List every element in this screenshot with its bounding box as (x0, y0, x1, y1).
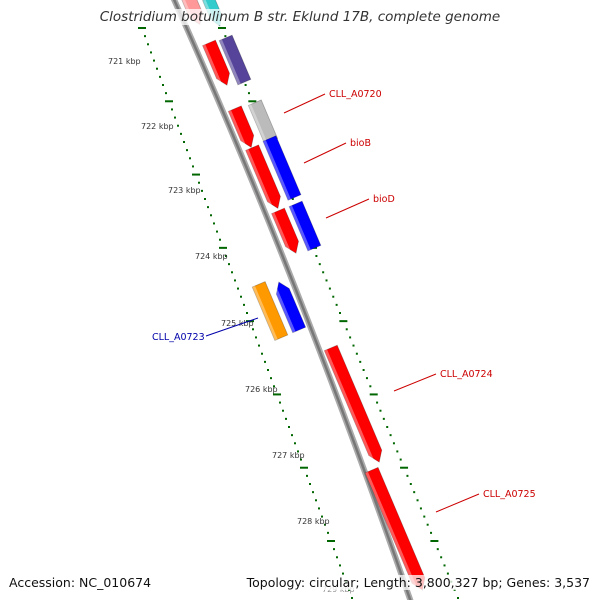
gene-purple-body (218, 34, 252, 86)
gene-label-cll-a0720: CLL_A0720 (329, 89, 382, 100)
gene-blue-biod (288, 200, 322, 252)
gene-blue-biob-shade (263, 140, 291, 201)
gene-blue-a0723-body (275, 281, 307, 334)
gene-red-biob (245, 144, 281, 212)
gene-red-biob-shade (245, 149, 275, 212)
gene-red-biod (271, 207, 299, 256)
gene-orange (251, 281, 289, 341)
gene-red-a0724-shade (324, 349, 376, 465)
accession-text: Accession: NC_010674 (9, 575, 152, 590)
gene-red-biob-body (245, 144, 281, 210)
tick-label-722: 722 kbp (141, 122, 174, 131)
gene-orange-shade (252, 285, 278, 341)
gene-red-biod-body (271, 207, 299, 254)
tick-label-723: 723 kbp (168, 186, 201, 195)
gene-grey-shade (248, 104, 268, 145)
leader-line-biod (325, 198, 370, 219)
tick-label-727: 727 kbp (272, 451, 305, 460)
gene-label-biob: bioB (350, 138, 371, 149)
gene-blue-a0723 (272, 281, 307, 334)
gene-red-a-shade (202, 44, 224, 88)
gene-red-a (202, 39, 230, 88)
gene-red-b (227, 105, 255, 151)
leader-line-cll-a0724 (393, 373, 437, 392)
gene-label-cll-a0725: CLL_A0725 (483, 489, 536, 500)
gene-red-biod-shade (271, 212, 293, 256)
gene-red-a-body (202, 39, 230, 86)
gene-blue-biod-shade (289, 205, 311, 251)
genome-backbone (170, 0, 414, 600)
gene-red-a0725-body (364, 466, 426, 591)
tick-label-721: 721 kbp (108, 57, 141, 66)
backbone-inner (172, 0, 412, 600)
gene-label-cll-a0723: CLL_A0723 (152, 332, 205, 343)
gene-red-b-body (227, 105, 255, 148)
gene-blue-biob-body (262, 135, 302, 201)
tick-label-724: 724 kbp (195, 252, 228, 261)
gene-labels: CLL_A0720 bioB bioD CLL_A0723 CLL_A0724 CLL_A… (152, 89, 536, 513)
map-title: Clostridium botulinum B str. Eklund 17B,… (0, 9, 600, 25)
gene-blue-biob (262, 135, 302, 201)
gene-blue-biod-body (288, 200, 322, 252)
leader-line-cll-a0725 (435, 493, 480, 513)
gene-grey-body (247, 99, 279, 145)
gene-purple-shade (219, 39, 241, 85)
gene-blue-a0723-shade (272, 283, 296, 333)
gene-grey (247, 99, 279, 145)
tick-label-726: 726 kbp (245, 385, 278, 394)
gene-red-a0724-body (323, 344, 383, 463)
genome-summary-text: Topology: circular; Length: 3,800,327 bp… (246, 575, 590, 590)
leader-line-biob (303, 142, 347, 164)
gene-red-a0725 (364, 466, 426, 593)
gene-red-b-shade (228, 110, 248, 151)
gene-purple (218, 34, 252, 86)
gene-label-biod: bioD (373, 194, 395, 205)
gene-orange-body (251, 281, 289, 341)
tick-label-728: 728 kbp (297, 517, 330, 526)
gene-red-a0724 (323, 344, 383, 465)
leader-line-cll-a0720 (283, 93, 326, 114)
gene-red-a0725-shade (365, 471, 419, 593)
gene-label-cll-a0724: CLL_A0724 (440, 369, 493, 380)
leader-line-cll-a0723 (205, 317, 259, 337)
tick-label-725: 725 kbp (221, 319, 254, 328)
